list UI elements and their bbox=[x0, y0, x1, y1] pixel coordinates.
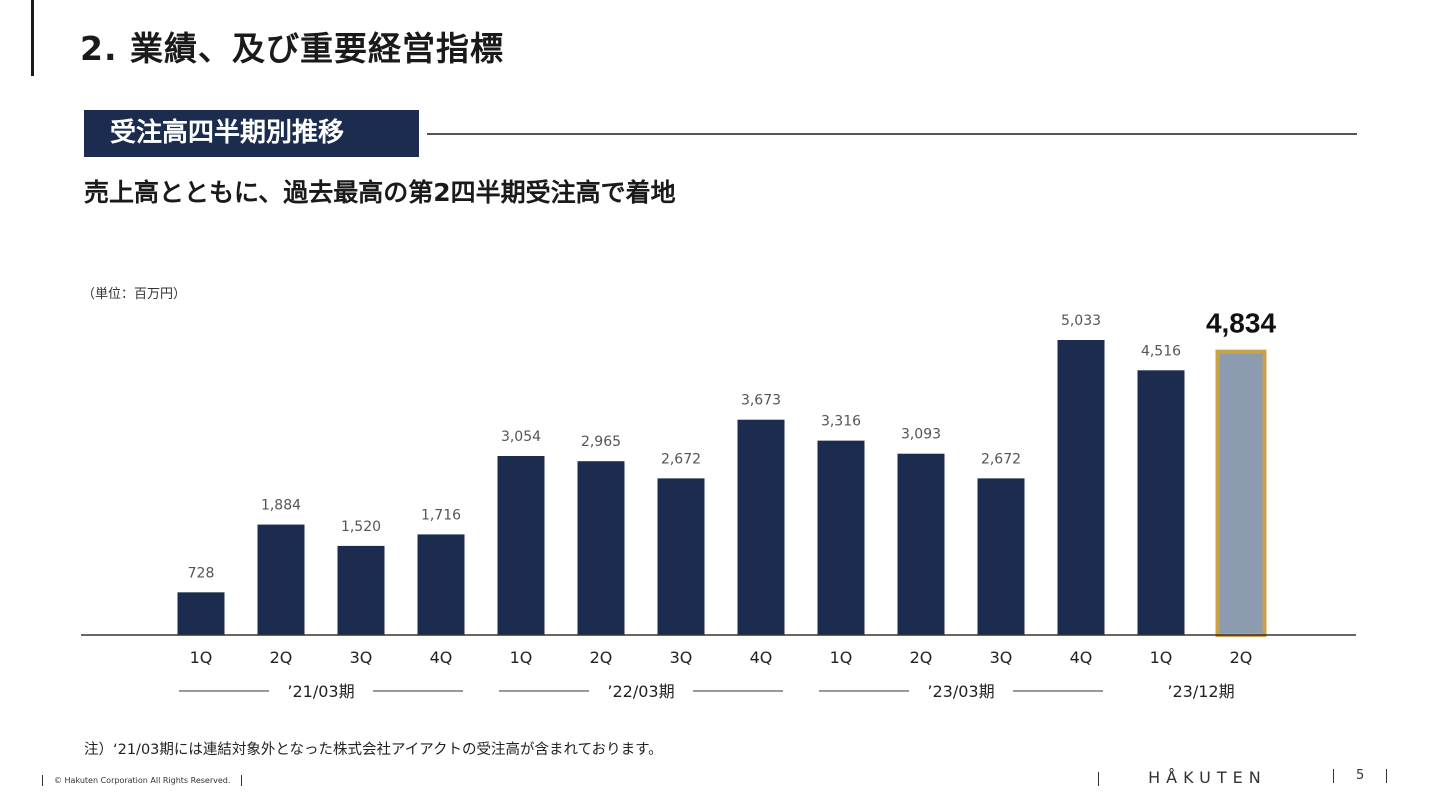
data-label: 1,884 bbox=[261, 498, 301, 514]
footer-divider bbox=[241, 775, 243, 786]
footer-divider bbox=[42, 775, 43, 786]
bar bbox=[257, 524, 305, 635]
section-label: 受注高四半期別推移 bbox=[84, 110, 419, 157]
period-group-label: ’21/03期 bbox=[287, 682, 354, 701]
x-tick-label: 4Q bbox=[1070, 648, 1093, 667]
page-number-block: 5 bbox=[1333, 768, 1388, 783]
footer-divider bbox=[1098, 771, 1099, 786]
data-label: 3,054 bbox=[501, 429, 541, 445]
bar bbox=[497, 455, 545, 635]
page-number: 5 bbox=[1356, 768, 1365, 783]
data-label: 5,033 bbox=[1061, 313, 1101, 329]
x-tick-label: 2Q bbox=[1230, 648, 1253, 667]
data-label: 2,672 bbox=[981, 451, 1021, 467]
headline: 売上高とともに、過去最高の第2四半期受注高で着地 bbox=[84, 178, 676, 207]
title-accent-bar bbox=[31, 0, 34, 76]
x-tick-label: 3Q bbox=[990, 648, 1013, 667]
unit-label: （単位：百万円） bbox=[82, 287, 187, 302]
data-label: 2,965 bbox=[581, 434, 621, 450]
data-label: 2,672 bbox=[661, 451, 701, 467]
x-tick-label: 1Q bbox=[1150, 648, 1173, 667]
period-group-label: ’22/03期 bbox=[607, 682, 674, 701]
bar-highlight bbox=[1215, 349, 1267, 637]
data-label: 1,716 bbox=[421, 507, 461, 523]
footnote: 注）‘21/03期には連結対象外となった株式会社アイアクトの受注高が含まれており… bbox=[84, 742, 663, 758]
data-label: 3,673 bbox=[741, 393, 781, 409]
bar bbox=[737, 419, 785, 635]
period-group-label: ’23/12期 bbox=[1167, 682, 1234, 701]
footer-copyright-block: © Hakuten Corporation All Rights Reserve… bbox=[31, 775, 253, 786]
bar bbox=[897, 453, 945, 635]
data-label: 1,520 bbox=[341, 519, 381, 535]
period-group-label: ’23/03期 bbox=[927, 682, 994, 701]
section-divider bbox=[427, 133, 1357, 135]
bar bbox=[1057, 340, 1105, 635]
brand-logo: HÅKUTEN bbox=[1148, 768, 1267, 787]
x-tick-label: 4Q bbox=[430, 648, 453, 667]
bar bbox=[417, 534, 465, 635]
footer-divider bbox=[1333, 768, 1334, 783]
bar bbox=[337, 545, 385, 635]
brand-block: HÅKUTEN bbox=[1098, 768, 1267, 787]
data-label: 3,093 bbox=[901, 427, 941, 443]
bar bbox=[977, 478, 1025, 635]
x-tick-label: 1Q bbox=[830, 648, 853, 667]
x-tick-label: 3Q bbox=[350, 648, 373, 667]
page-title: 2. 業績、及び重要経営指標 bbox=[80, 29, 504, 68]
x-tick-label: 2Q bbox=[270, 648, 293, 667]
copyright-text: © Hakuten Corporation All Rights Reserve… bbox=[54, 776, 231, 785]
x-tick-label: 1Q bbox=[190, 648, 213, 667]
data-label: 4,516 bbox=[1141, 343, 1181, 359]
bar bbox=[1137, 370, 1185, 635]
x-tick-label: 2Q bbox=[910, 648, 933, 667]
x-tick-label: 3Q bbox=[670, 648, 693, 667]
bar bbox=[177, 592, 225, 635]
bar bbox=[657, 478, 705, 635]
x-tick-label: 1Q bbox=[510, 648, 533, 667]
bar bbox=[577, 461, 625, 635]
data-label: 3,316 bbox=[821, 414, 861, 430]
bar bbox=[817, 440, 865, 635]
data-label: 728 bbox=[188, 565, 215, 581]
footer-divider bbox=[1386, 768, 1388, 783]
x-tick-label: 2Q bbox=[590, 648, 613, 667]
x-tick-label: 4Q bbox=[750, 648, 773, 667]
data-label: 4,834 bbox=[1206, 308, 1276, 339]
